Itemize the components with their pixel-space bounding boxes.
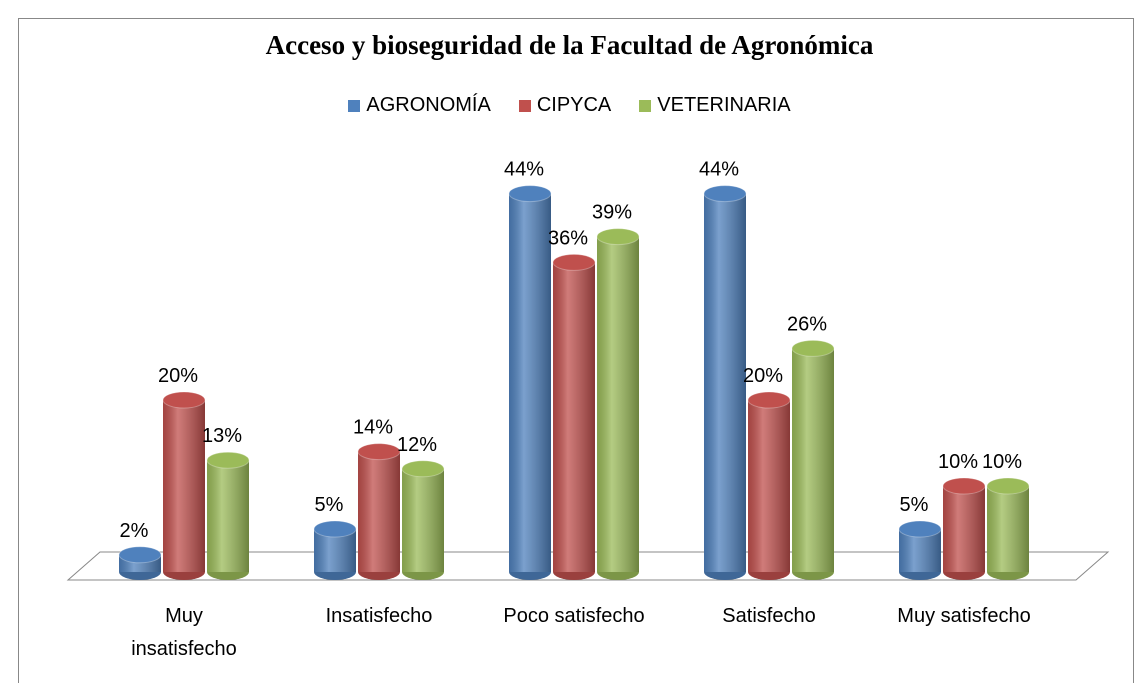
bar-shade [704,193,746,572]
bar-shade [163,400,205,572]
bar-shade [358,451,400,572]
data-label: 10% [938,451,978,473]
legend-swatch [639,99,652,112]
bar [118,546,162,580]
bar-shade [509,193,551,572]
data-label: 44% [699,159,739,181]
data-label: 12% [397,434,437,456]
bar-shade [207,460,249,572]
bar-top [313,520,357,538]
bar [313,520,357,580]
legend-swatch [518,99,531,112]
chart-frame [18,18,1134,683]
data-label: 36% [548,227,588,249]
data-label: 26% [787,313,827,335]
data-label: 44% [504,159,544,181]
data-label: 5% [315,494,344,516]
data-label: 20% [158,365,198,387]
bar-top [401,460,445,478]
bar-top [986,477,1030,495]
data-label: 2% [120,520,149,542]
bar [357,443,401,580]
bar-shade [943,486,985,572]
bar-top [942,477,986,495]
bar-top [898,520,942,538]
bar-top [552,253,596,271]
bar [508,185,552,580]
bar-top [162,391,206,409]
x-tick-label: Poco satisfecho [503,605,645,627]
x-tick-label: Muy satisfecho [897,605,1031,627]
bar-top [596,228,640,246]
data-label: 20% [743,365,783,387]
bar [791,339,835,580]
bar-top [703,185,747,203]
bar [596,228,640,580]
legend-swatch [348,99,361,112]
bar [552,253,596,580]
data-label: 13% [202,425,242,447]
bar-top [508,185,552,203]
bar-shade [987,486,1029,572]
legend-item: CIPYCA [518,94,612,117]
bar-top [357,443,401,461]
legend-item: AGRONOMÍA [348,94,491,117]
legend-label: VETERINARIA [657,94,791,116]
legend: AGRONOMÍA CIPYCA VETERINARIA [0,94,1139,117]
bar-top [791,339,835,357]
bar [898,520,942,580]
data-label: 39% [592,202,632,224]
bar [401,460,445,580]
bar-shade [792,348,834,572]
bar-top [747,391,791,409]
data-label: 5% [900,494,929,516]
legend-item: VETERINARIA [639,94,791,117]
bar [703,185,747,580]
data-label: 14% [353,417,393,439]
bar-shade [597,236,639,572]
chart-title: Acceso y bioseguridad de la Facultad de … [265,30,874,60]
legend-label: CIPYCA [536,94,612,116]
bar [986,477,1030,580]
bar-top [206,451,250,469]
bar-shade [553,262,595,572]
bar-top [118,546,162,564]
x-tick-label: Muy insatisfecho [131,605,237,660]
bar-shade [748,400,790,572]
bar [942,477,986,580]
bar [162,391,206,580]
data-label: 10% [982,451,1022,473]
bar-shade [402,468,444,572]
legend-label: AGRONOMÍA [366,94,491,116]
x-tick-label: Insatisfecho [325,605,433,627]
bar [206,451,250,580]
bar [747,391,791,580]
x-tick-label: Satisfecho [722,605,816,627]
